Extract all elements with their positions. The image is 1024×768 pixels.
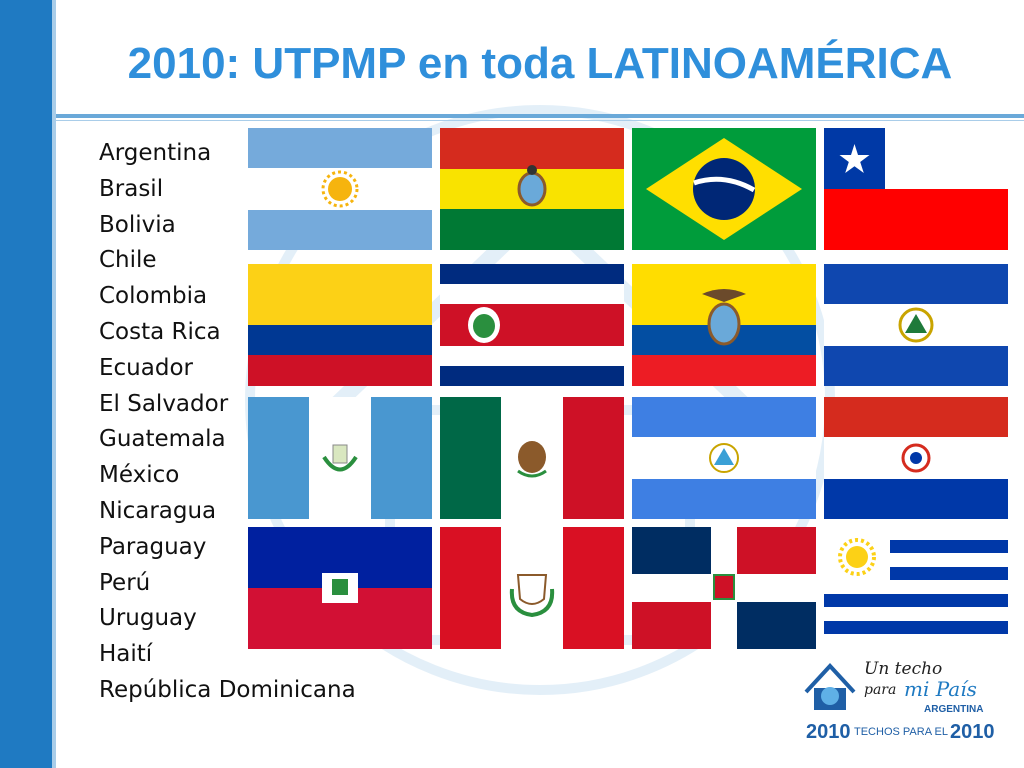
logo-year-right: 2010 — [950, 721, 995, 743]
title-underline — [56, 114, 1024, 118]
coat-of-arms-icon — [713, 574, 735, 600]
logo-tagline: TECHOS PARA EL — [854, 726, 948, 738]
coat-of-arms-icon — [709, 443, 739, 473]
country-list-item: República Dominicana — [99, 676, 356, 703]
costa-rica-flag — [440, 264, 624, 386]
country-list-item: Chile — [99, 247, 157, 274]
sun-icon — [321, 170, 359, 208]
ecuador-flag — [632, 264, 816, 386]
colombia-flag — [248, 264, 432, 386]
country-list-item: Haití — [99, 641, 153, 668]
country-list-item: Uruguay — [99, 605, 197, 632]
nicaragua-flag — [632, 397, 816, 519]
country-list-item: Colombia — [99, 283, 208, 310]
logo-line1: Un techo — [864, 659, 942, 679]
brazil-flag — [632, 128, 816, 250]
peru-flag — [440, 527, 624, 649]
coat-of-arms-icon — [509, 574, 555, 618]
eagle-icon — [517, 441, 547, 478]
paraguay-flag — [824, 397, 1008, 519]
mexico-flag — [440, 397, 624, 519]
country-list-item: Costa Rica — [99, 318, 221, 345]
house-icon — [804, 663, 856, 710]
country-list-item: Argentina — [99, 140, 212, 166]
coat-of-arms-icon — [322, 444, 358, 472]
left-accent-edge — [52, 0, 56, 768]
sun-icon — [838, 538, 876, 576]
seal-icon — [901, 443, 931, 473]
country-list-item: El Salvador — [99, 390, 229, 417]
left-accent-bar — [0, 0, 52, 768]
dominican-republic-flag — [632, 527, 816, 649]
country-list-item: Perú — [99, 569, 151, 596]
bolivia-flag — [440, 128, 624, 250]
logo-line3: mi País — [904, 677, 977, 701]
star-icon — [839, 144, 870, 173]
coat-of-arms-icon — [468, 307, 500, 343]
title-underline-thin — [56, 120, 1024, 121]
logo-line2: para — [864, 682, 896, 698]
coat-of-arms-icon — [322, 573, 358, 603]
slide-title: 2010: UTPMP en toda LATINOAMÉRICA — [127, 39, 953, 88]
country-list-item: Brasil — [99, 175, 164, 202]
uruguay-flag — [824, 527, 1008, 649]
logo-year-left: 2010 — [806, 721, 851, 743]
country-list-item: Paraguay — [99, 533, 207, 560]
coat-of-arms-icon — [702, 289, 746, 346]
logo-country: ARGENTINA — [924, 704, 983, 715]
un-techo-logo: Un techo para mi País ARGENTINA 2010 TEC… — [804, 659, 996, 743]
country-list: Argentina Brasil Bolivia Chile Colombia … — [99, 136, 356, 709]
haiti-flag — [248, 527, 432, 649]
country-list-item: México — [99, 462, 180, 489]
country-list-item: Ecuador — [99, 354, 193, 381]
country-list-item: Nicaragua — [99, 497, 217, 524]
el-salvador-flag — [824, 264, 1008, 386]
chile-flag — [824, 128, 1008, 250]
argentina-flag — [248, 128, 432, 250]
country-list-item: Bolivia — [99, 211, 176, 238]
coat-of-arms-icon — [517, 165, 547, 207]
country-list-item: Guatemala — [99, 426, 226, 453]
coat-of-arms-icon — [898, 307, 934, 343]
guatemala-flag — [248, 397, 432, 519]
